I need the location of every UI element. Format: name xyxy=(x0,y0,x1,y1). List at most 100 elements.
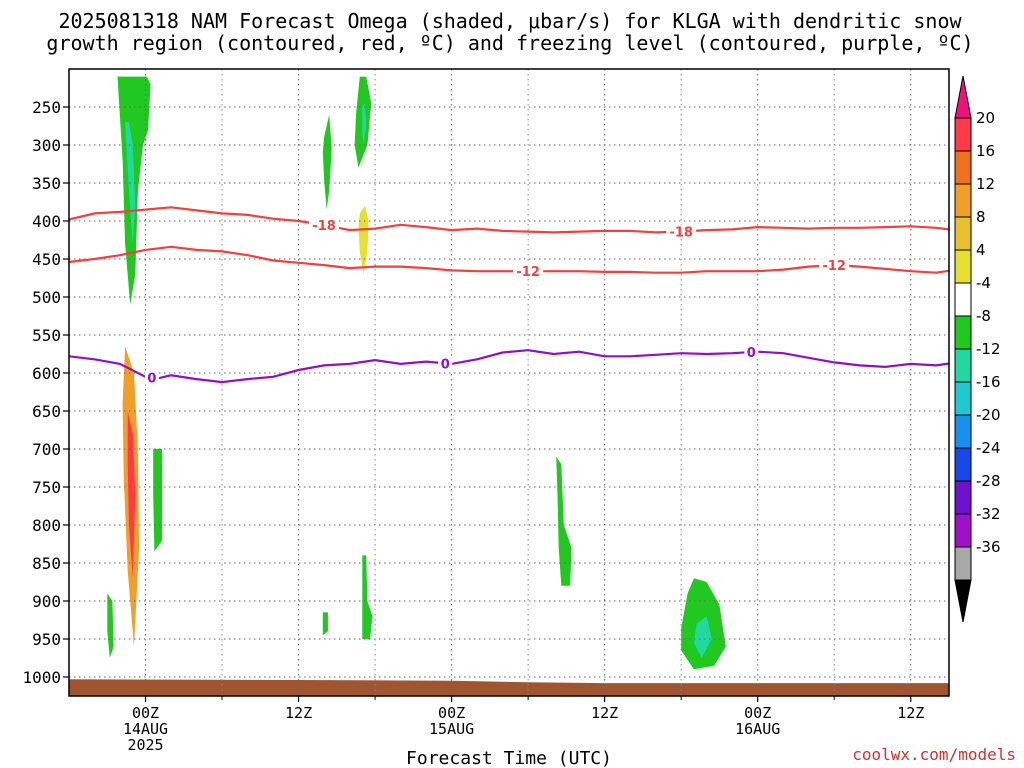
colorbar-label-4: 8 xyxy=(976,208,986,226)
contour-label--12-2: -12 xyxy=(822,259,846,274)
plot-area: -18 -18 -18 -12 -12 0 0 0 xyxy=(69,69,1002,696)
colorbar-swatch-2 xyxy=(954,150,972,185)
x-tick-label-24-1: 15AUG xyxy=(429,720,474,738)
y-tick-label-750: 750 xyxy=(32,478,61,497)
colorbar-bottom-arrow xyxy=(954,579,972,623)
colorbar-swatch-13 xyxy=(954,513,972,548)
contour-label-bg xyxy=(666,224,697,239)
upward-motion-cell-h xyxy=(556,456,572,586)
colorbar-label-1: 20 xyxy=(976,109,995,127)
colorbar-swatch-5 xyxy=(954,249,972,284)
colorbar-legend: 20 16 12 8 4 -4 -8 -12 -16 -20 -24 -28 -32 -36 xyxy=(954,75,1001,623)
colorbar-label-11: -24 xyxy=(976,439,1001,457)
colorbar-swatch-7 xyxy=(954,315,972,350)
colorbar-swatch-6 xyxy=(954,282,972,317)
upward-motion-cell-g xyxy=(362,555,373,639)
y-tick-label-850: 850 xyxy=(32,554,61,573)
x-tick-label-36-0: 12Z xyxy=(591,704,618,722)
contour-label-bg xyxy=(144,370,159,385)
contour-label-bg xyxy=(309,217,340,232)
credit-link[interactable]: coolwx.com/models xyxy=(852,745,1016,764)
downward-motion-cell-upper xyxy=(358,205,369,275)
contour-label--18-2: -18 xyxy=(669,226,693,241)
contour-label-bg xyxy=(744,345,759,360)
y-axis-pressure: 250 300 350 400 450 500 550 600 650 700 750 800 850 9… xyxy=(22,98,69,687)
x-tick-label-48-1: 16AUG xyxy=(735,720,780,738)
terrain-layer xyxy=(69,679,949,696)
colorbar-label-7: -8 xyxy=(976,307,991,325)
contour-label-0-1: 0 xyxy=(147,372,156,387)
contour-label-0-3: 0 xyxy=(747,346,756,361)
colorbar-label-10: -20 xyxy=(976,406,1001,424)
chart-title: 2025081318 NAM Forecast Omega (shaded, μ… xyxy=(46,9,973,55)
y-tick-label-700: 700 xyxy=(32,440,61,459)
contour-label--18-3: -18 xyxy=(976,226,1000,241)
colorbar-swatch-11 xyxy=(954,447,972,482)
colorbar-swatch-10 xyxy=(954,414,972,449)
y-tick-label-250: 250 xyxy=(32,98,61,117)
x-tick-label-48-0: 00Z xyxy=(744,704,771,722)
colorbar-label-13: -32 xyxy=(976,505,1001,523)
contour-label-0-2: 0 xyxy=(441,357,450,372)
colorbar-swatch-1 xyxy=(954,117,972,152)
contour-label-bg xyxy=(513,264,544,279)
x-tick-label-0-0: 00Z xyxy=(132,704,159,722)
colorbar-label-9: -16 xyxy=(976,373,1001,391)
colorbar-label-5: 4 xyxy=(976,241,986,259)
colorbar-label-6: -4 xyxy=(976,274,991,292)
downward-motion-cell-low-core xyxy=(127,411,136,579)
colorbar-swatch-14 xyxy=(954,546,972,581)
colorbar-swatch-8 xyxy=(954,348,972,383)
y-tick-label-600: 600 xyxy=(32,364,61,383)
temperature-contours: -18 -18 -18 -12 -12 0 0 0 xyxy=(69,206,1002,387)
chart-title-line-2: growth region (contoured, red, ºC) and f… xyxy=(46,31,973,55)
chart-title-line-1: 2025081318 NAM Forecast Omega (shaded, μ… xyxy=(58,9,962,33)
contour-label-bg xyxy=(819,258,850,273)
y-tick-label-950: 950 xyxy=(32,630,61,649)
y-tick-label-900: 900 xyxy=(32,592,61,611)
gridlines xyxy=(69,69,949,696)
y-tick-label-350: 350 xyxy=(32,174,61,193)
contour-label--18-1: -18 xyxy=(312,219,336,234)
x-tick-label-0-1: 14AUG xyxy=(123,720,168,738)
contour--12 xyxy=(69,245,949,274)
x-axis-title: Forecast Time (UTC) xyxy=(406,748,612,768)
colorbar-swatch-9 xyxy=(954,381,972,416)
colorbar-label-3: 12 xyxy=(976,175,995,193)
y-tick-label-500: 500 xyxy=(32,288,61,307)
x-tick-label-12-0: 12Z xyxy=(285,704,312,722)
x-tick-label-0-2: 2025 xyxy=(127,736,163,754)
x-tick-label-24-0: 00Z xyxy=(438,704,465,722)
y-tick-label-800: 800 xyxy=(32,516,61,535)
contour-label--12-1: -12 xyxy=(516,265,540,280)
y-tick-label-550: 550 xyxy=(32,326,61,345)
upward-motion-cell-f xyxy=(322,612,328,636)
y-tick-label-450: 450 xyxy=(32,250,61,269)
colorbar-swatch-12 xyxy=(954,480,972,515)
y-tick-label-1000: 1000 xyxy=(22,668,61,687)
colorbar-label-14: -36 xyxy=(976,538,1001,556)
colorbar-swatch-3 xyxy=(954,183,972,218)
omega-shading-layer xyxy=(107,76,987,670)
terrain-surface xyxy=(69,679,949,696)
upward-motion-cell-c-core xyxy=(362,103,367,145)
upward-motion-cell-j xyxy=(982,647,987,658)
y-tick-label-400: 400 xyxy=(32,212,61,231)
y-tick-label-650: 650 xyxy=(32,402,61,421)
x-tick-label-60-0: 12Z xyxy=(897,704,924,722)
colorbar-label-2: 16 xyxy=(976,142,995,160)
colorbar-label-12: -28 xyxy=(976,472,1001,490)
upward-motion-cell-d xyxy=(153,449,163,552)
upward-motion-cell-b xyxy=(322,114,332,210)
contour-label-bg xyxy=(972,225,1002,239)
contour--18 xyxy=(69,206,949,234)
colorbar-top-arrow xyxy=(954,75,972,119)
upward-motion-cell-e xyxy=(107,593,114,658)
contour-label-bg xyxy=(438,356,453,371)
contour-0 xyxy=(69,349,949,384)
colorbar-swatch-4 xyxy=(954,216,972,251)
upward-motion-cell-i-core xyxy=(693,616,712,658)
plot-frame xyxy=(68,68,950,697)
